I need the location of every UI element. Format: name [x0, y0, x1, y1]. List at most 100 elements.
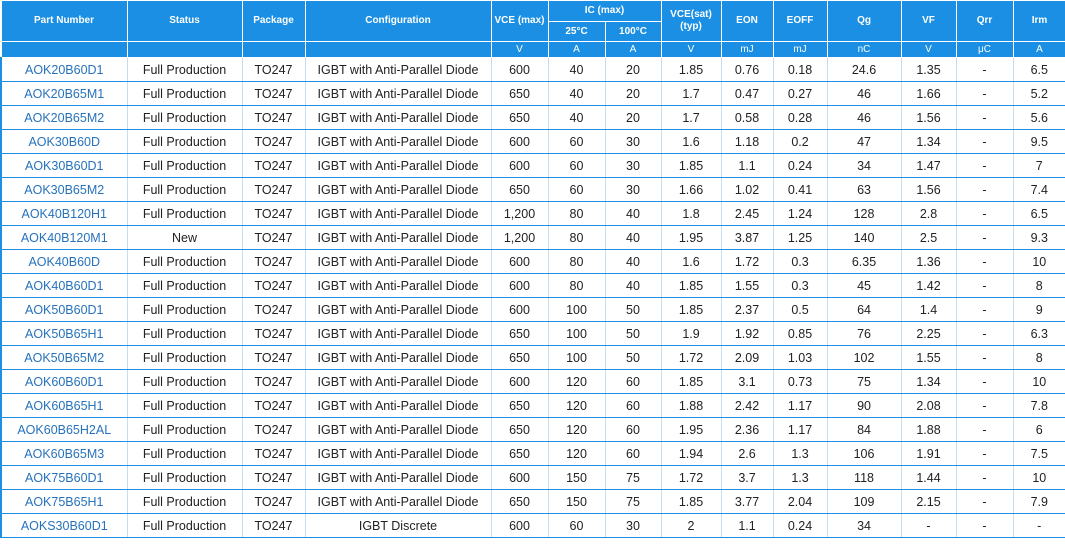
- eon-cell: 3.1: [720, 369, 774, 394]
- configuration-cell: IGBT with Anti-Parallel Diode: [304, 273, 491, 298]
- table-row: AOK50B65H1 Full Production TO247 IGBT with …: [0, 321, 1065, 346]
- header-vce-max[interactable]: VCE (max): [490, 0, 549, 42]
- package-cell: TO247: [241, 81, 305, 106]
- part-number-link[interactable]: AOK60B65H2AL: [0, 417, 127, 442]
- irm-cell: 7.5: [1012, 441, 1065, 466]
- irm-cell: 8: [1012, 273, 1065, 298]
- part-number-link[interactable]: AOK50B60D1: [0, 297, 127, 322]
- eoff-cell: 0.28: [772, 105, 828, 130]
- header-irm[interactable]: Irm: [1012, 0, 1065, 42]
- eoff-cell: 0.27: [772, 81, 828, 106]
- eon-cell: 0.47: [720, 81, 774, 106]
- vf-cell: 1.66: [900, 81, 957, 106]
- header-status[interactable]: Status: [126, 0, 243, 42]
- header-ic-25c[interactable]: 25°C: [547, 21, 606, 42]
- package-cell: TO247: [241, 273, 305, 298]
- vce-max-cell: 650: [490, 417, 548, 442]
- part-number-link[interactable]: AOK75B60D1: [0, 465, 127, 490]
- ic-100c-cell: 75: [604, 465, 662, 490]
- vf-cell: 1.42: [900, 273, 957, 298]
- qg-cell: 128: [826, 201, 902, 226]
- table-row: AOK75B65H1 Full Production TO247 IGBT with …: [0, 489, 1065, 514]
- part-number-link[interactable]: AOK40B60D: [0, 249, 127, 274]
- header-vf[interactable]: VF: [900, 0, 957, 42]
- qrr-cell: -: [955, 465, 1014, 490]
- part-number-link[interactable]: AOK30B65M2: [0, 177, 127, 202]
- ic-100c-cell: 20: [604, 81, 662, 106]
- irm-cell: 6: [1012, 417, 1065, 442]
- qg-cell: 75: [826, 369, 902, 394]
- eon-cell: 1.92: [720, 321, 774, 346]
- configuration-cell: IGBT with Anti-Parallel Diode: [304, 489, 491, 514]
- vce-sat-cell: 1.6: [660, 249, 722, 274]
- vce-max-cell: 600: [490, 153, 548, 178]
- part-number-link[interactable]: AOK40B120M1: [0, 225, 127, 250]
- eoff-cell: 0.18: [772, 57, 828, 82]
- part-number-link[interactable]: AOK30B60D: [0, 129, 127, 154]
- header-ic-100c[interactable]: 100°C: [604, 21, 662, 42]
- part-number-link[interactable]: AOK60B60D1: [0, 369, 127, 394]
- unit-qg: nC: [826, 41, 902, 58]
- ic-25c-cell: 80: [547, 225, 605, 250]
- part-number-link[interactable]: AOK20B65M1: [0, 81, 127, 106]
- package-cell: TO247: [241, 153, 305, 178]
- eon-cell: 2.37: [720, 297, 774, 322]
- eon-cell: 3.7: [720, 465, 774, 490]
- part-number-link[interactable]: AOK20B60D1: [0, 57, 127, 82]
- unit-part-number: [0, 41, 128, 58]
- qg-cell: 63: [826, 177, 902, 202]
- qrr-cell: -: [955, 273, 1014, 298]
- header-eon[interactable]: EON: [720, 0, 774, 42]
- eon-cell: 1.72: [720, 249, 774, 274]
- qrr-cell: -: [955, 57, 1014, 82]
- qrr-cell: -: [955, 177, 1014, 202]
- part-number-link[interactable]: AOK75B65H1: [0, 489, 127, 514]
- part-number-link[interactable]: AOK40B60D1: [0, 273, 127, 298]
- part-number-link[interactable]: AOK60B65M3: [0, 441, 127, 466]
- qg-cell: 46: [826, 105, 902, 130]
- header-package[interactable]: Package: [241, 0, 306, 42]
- eoff-cell: 0.5: [772, 297, 828, 322]
- package-cell: TO247: [241, 177, 305, 202]
- eon-cell: 2.42: [720, 393, 774, 418]
- unit-vce-sat: V: [660, 41, 722, 58]
- header-qrr[interactable]: Qrr: [955, 0, 1014, 42]
- ic-100c-cell: 30: [604, 513, 662, 538]
- part-number-link[interactable]: AOK50B65M2: [0, 345, 127, 370]
- qg-cell: 24.6: [826, 57, 902, 82]
- table-row: AOK40B120M1 New TO247 IGBT with Anti-Parall…: [0, 225, 1065, 250]
- header-part-number[interactable]: Part Number: [0, 0, 128, 42]
- vf-cell: -: [900, 513, 957, 538]
- header-qg[interactable]: Qg: [826, 0, 902, 42]
- eon-cell: 1.02: [720, 177, 774, 202]
- package-cell: TO247: [241, 513, 305, 538]
- part-number-link[interactable]: AOK20B65M2: [0, 105, 127, 130]
- status-cell: Full Production: [126, 177, 242, 202]
- vce-max-cell: 650: [490, 105, 548, 130]
- unit-vf: V: [900, 41, 957, 58]
- header-vce-sat[interactable]: VCE(sat) (typ): [660, 0, 722, 42]
- part-number-link[interactable]: AOK30B60D1: [0, 153, 127, 178]
- qrr-cell: -: [955, 201, 1014, 226]
- irm-cell: 9: [1012, 297, 1065, 322]
- eoff-cell: 0.3: [772, 273, 828, 298]
- vce-sat-cell: 1.7: [660, 105, 722, 130]
- eon-cell: 0.76: [720, 57, 774, 82]
- configuration-cell: IGBT with Anti-Parallel Diode: [304, 417, 491, 442]
- qg-cell: 6.35: [826, 249, 902, 274]
- package-cell: TO247: [241, 441, 305, 466]
- configuration-cell: IGBT with Anti-Parallel Diode: [304, 369, 491, 394]
- vce-sat-cell: 1.66: [660, 177, 722, 202]
- status-cell: Full Production: [126, 369, 242, 394]
- header-eoff[interactable]: EOFF: [772, 0, 828, 42]
- vf-cell: 2.08: [900, 393, 957, 418]
- header-configuration[interactable]: Configuration: [304, 0, 492, 42]
- part-number-link[interactable]: AOK40B120H1: [0, 201, 127, 226]
- vf-cell: 1.55: [900, 345, 957, 370]
- vce-sat-cell: 1.85: [660, 57, 722, 82]
- part-number-link[interactable]: AOKS30B60D1: [0, 513, 127, 538]
- part-number-link[interactable]: AOK60B65H1: [0, 393, 127, 418]
- table-row: AOK20B65M1 Full Production TO247 IGBT with …: [0, 81, 1065, 106]
- part-number-link[interactable]: AOK50B65H1: [0, 321, 127, 346]
